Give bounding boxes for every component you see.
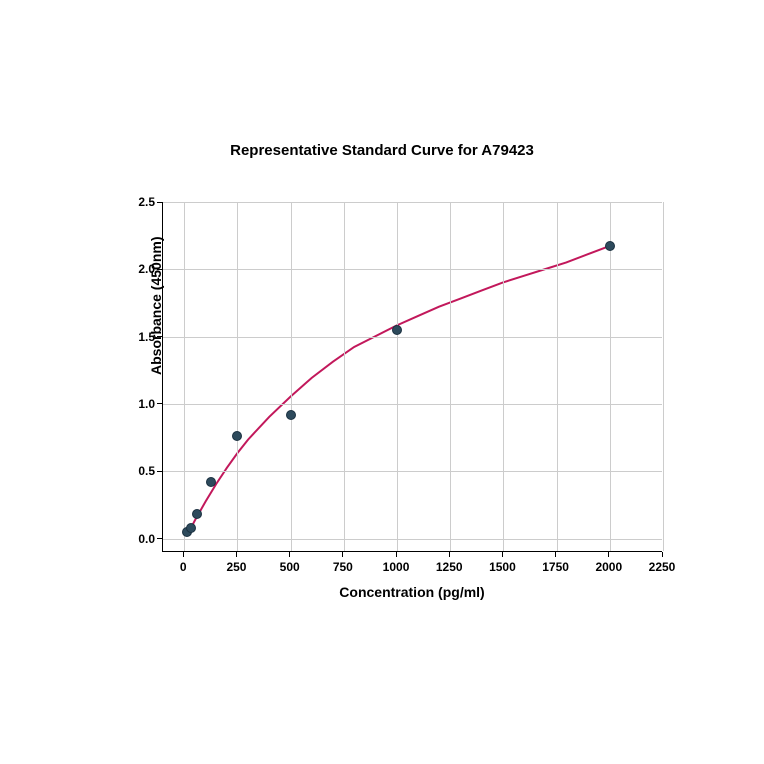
data-point (206, 477, 216, 487)
x-tick-label: 1000 (383, 560, 410, 574)
grid-line-horizontal (163, 337, 662, 338)
y-tick-mark (157, 269, 162, 270)
y-tick-mark (157, 202, 162, 203)
grid-line-vertical (344, 202, 345, 551)
y-tick-label: 1.5 (127, 330, 155, 344)
x-tick-mark (289, 552, 290, 557)
x-tick-mark (662, 552, 663, 557)
x-axis-label: Concentration (pg/ml) (339, 584, 484, 600)
data-point (232, 431, 242, 441)
x-tick-label: 500 (280, 560, 300, 574)
data-point (186, 523, 196, 533)
grid-line-vertical (291, 202, 292, 551)
grid-line-vertical (503, 202, 504, 551)
y-tick-label: 0.5 (127, 464, 155, 478)
x-tick-mark (608, 552, 609, 557)
y-axis-label: Absorbance (450nm) (148, 237, 164, 375)
x-tick-mark (183, 552, 184, 557)
grid-line-vertical (184, 202, 185, 551)
chart-container: Representative Standard Curve for A79423… (62, 142, 702, 622)
grid-line-vertical (237, 202, 238, 551)
grid-line-horizontal (163, 269, 662, 270)
curve-path (188, 246, 609, 533)
y-tick-mark (157, 403, 162, 404)
y-tick-label: 2.0 (127, 262, 155, 276)
grid-line-horizontal (163, 471, 662, 472)
x-tick-label: 750 (333, 560, 353, 574)
data-point (392, 325, 402, 335)
grid-line-vertical (397, 202, 398, 551)
x-tick-mark (449, 552, 450, 557)
grid-line-vertical (450, 202, 451, 551)
x-tick-label: 1250 (436, 560, 463, 574)
x-tick-mark (342, 552, 343, 557)
x-tick-mark (236, 552, 237, 557)
grid-line-vertical (663, 202, 664, 551)
y-tick-label: 2.5 (127, 195, 155, 209)
x-tick-label: 0 (180, 560, 187, 574)
x-tick-mark (396, 552, 397, 557)
y-tick-label: 0.0 (127, 532, 155, 546)
chart-title: Representative Standard Curve for A79423 (62, 142, 702, 159)
x-tick-label: 250 (226, 560, 246, 574)
grid-line-horizontal (163, 404, 662, 405)
grid-line-horizontal (163, 202, 662, 203)
x-tick-label: 2250 (649, 560, 676, 574)
y-tick-mark (157, 538, 162, 539)
x-tick-label: 2000 (595, 560, 622, 574)
x-tick-label: 1750 (542, 560, 569, 574)
grid-line-horizontal (163, 539, 662, 540)
y-tick-label: 1.0 (127, 397, 155, 411)
x-tick-label: 1500 (489, 560, 516, 574)
data-point (286, 410, 296, 420)
data-point (605, 241, 615, 251)
grid-line-vertical (610, 202, 611, 551)
y-tick-mark (157, 471, 162, 472)
x-tick-mark (555, 552, 556, 557)
grid-line-vertical (557, 202, 558, 551)
x-tick-mark (502, 552, 503, 557)
y-tick-mark (157, 336, 162, 337)
plot-area (162, 202, 662, 552)
data-point (192, 509, 202, 519)
